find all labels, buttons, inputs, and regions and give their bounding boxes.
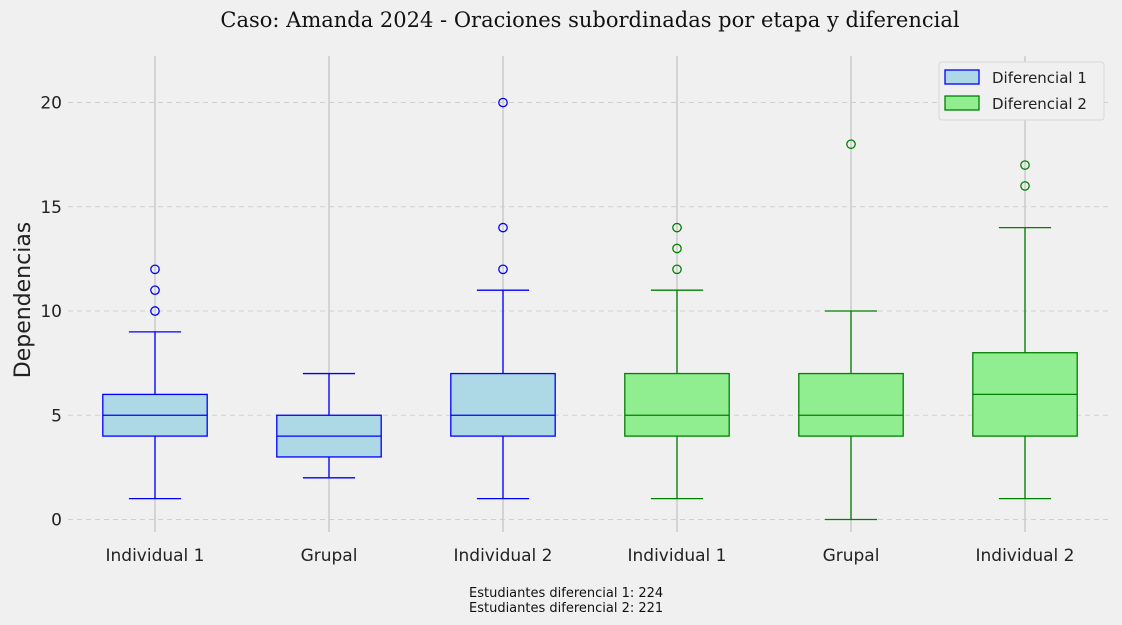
x-tick-labels: Individual 1 Grupal Individual 2 Individual… [105,546,1074,566]
outlier-point [498,222,508,233]
annotation-students-diferencial-2: Estudiantes diferencial 2: 221 [469,601,663,616]
x-tick-label: Individual 2 [453,546,552,566]
legend-swatch-diferencial-1 [944,69,980,85]
outlier-point [672,222,682,233]
y-tick-label: 10 [40,302,62,322]
outlier-point [672,264,682,275]
y-tick-label: 5 [51,406,62,426]
outlier-point [498,97,508,108]
outlier-point [150,306,160,316]
y-tick-label: 20 [40,94,62,114]
outlier-point [150,264,160,275]
y-axis-label: Dependencias [11,222,36,379]
x-tick-label: Grupal [823,546,880,566]
box-iqr [798,372,904,437]
annotation-students-diferencial-1: Estudiantes diferencial 1: 224 [469,586,663,601]
y-tick-labels: 0 5 10 15 20 [40,94,62,531]
legend-swatch-diferencial-2 [944,95,980,111]
box-group [972,76,1078,500]
box-group [276,372,382,479]
x-tick-label: Individual 1 [627,546,726,566]
box-layer [102,76,1078,521]
y-tick-label: 0 [51,510,62,530]
outlier-point [846,139,856,150]
legend-label-diferencial-2: Diferencial 2 [992,95,1087,113]
outlier-point [498,264,508,275]
box-group [798,139,904,521]
x-tick-label: Grupal [301,546,358,566]
outlier-point [1020,181,1030,191]
outlier-point [672,243,682,254]
grid-layer [68,56,1112,532]
y-tick-label: 15 [40,198,62,218]
box-group [624,222,730,500]
box-group [102,264,208,500]
box-group [450,97,556,500]
outlier-point [1020,160,1030,170]
chart-title: Caso: Amanda 2024 - Oraciones subordinad… [220,8,959,32]
box-iqr [450,372,556,437]
legend-label-diferencial-1: Diferencial 1 [992,69,1087,87]
legend: Diferencial 1 Diferencial 2 [938,61,1105,121]
legend-frame [938,61,1105,121]
x-tick-label: Individual 2 [975,546,1074,566]
outlier-point [150,285,160,296]
x-tick-label: Individual 1 [105,546,204,566]
box-iqr [624,372,730,437]
